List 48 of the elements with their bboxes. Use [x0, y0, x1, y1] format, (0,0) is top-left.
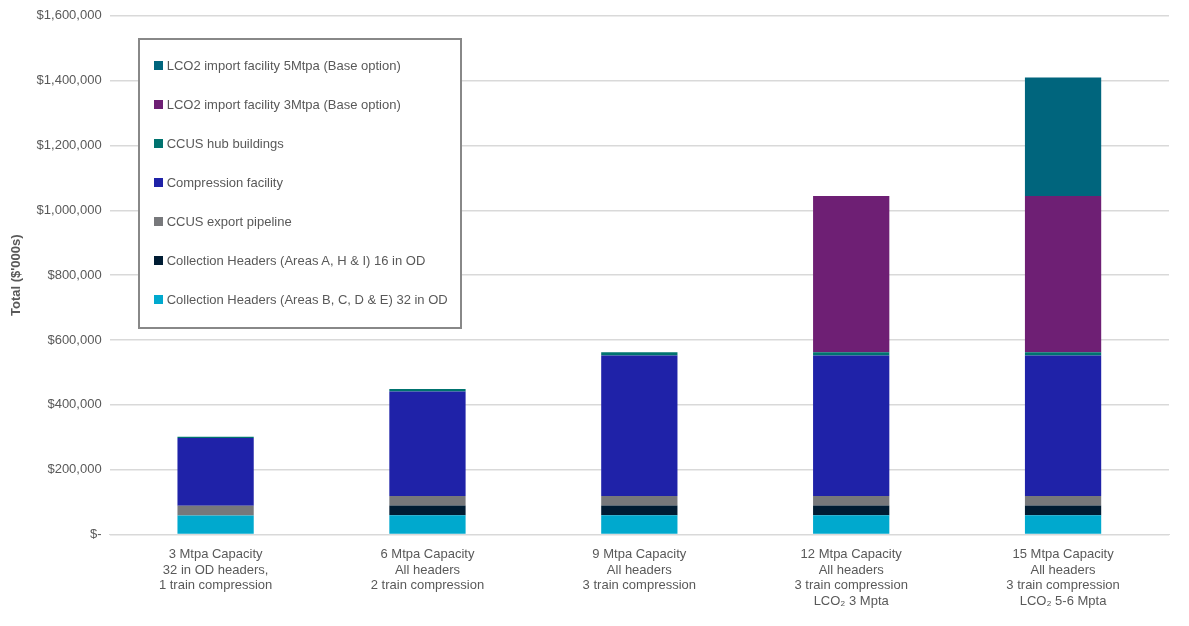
y-tick-label: $800,000 [47, 266, 102, 282]
bar [1024, 355, 1102, 497]
bar [601, 352, 678, 356]
bar [813, 355, 890, 497]
legend-label: CCUS export pipeline [166, 213, 292, 229]
y-tick-label: $- [90, 526, 102, 542]
bar [1024, 515, 1102, 534]
bar [1024, 196, 1102, 353]
legend-label: LCO2 import facility 3Mtpa (Base option) [166, 96, 401, 112]
y-tick-label: $1,000,000 [36, 201, 102, 217]
bar [389, 505, 466, 516]
legend-label: Compression facility [166, 174, 283, 190]
bar [813, 515, 890, 534]
bar [813, 496, 890, 506]
x-tick-label: 12 Mtpa Capacity All headers 3 train compression LCO₂ 3 Mpta [794, 545, 908, 608]
y-tick-label: $1,400,000 [36, 72, 102, 88]
bar [1024, 496, 1102, 506]
bar [389, 515, 466, 534]
bar [389, 391, 466, 497]
bar [601, 496, 678, 506]
legend-label: Collection Headers (Areas A, H & I) 16 in OD [166, 252, 426, 268]
y-tick-label: $200,000 [47, 461, 102, 477]
y-tick-label: $1,200,000 [36, 137, 102, 153]
x-tick-label: 3 Mtpa Capacity 32 in OD headers, 1 train compression [158, 545, 273, 593]
bar [389, 389, 466, 392]
bar [389, 496, 466, 506]
bar [813, 352, 890, 356]
x-tick-label: 6 Mtpa Capacity All headers 2 train compression [370, 545, 485, 593]
y-tick-label: $600,000 [47, 331, 102, 347]
bar [177, 505, 254, 516]
bar [1024, 352, 1102, 356]
y-axis-title: Total ($'000s) [8, 234, 24, 316]
bar [1024, 505, 1102, 516]
bar [177, 515, 254, 534]
bar [177, 437, 254, 506]
y-tick-label: $1,600,000 [36, 7, 102, 23]
bar [1024, 77, 1102, 197]
x-tick-label: 9 Mtpa Capacity All headers 3 train compression [582, 545, 697, 593]
legend-label: Collection Headers (Areas B, C, D & E) 32 in OD [166, 291, 448, 307]
x-tick-label: 15 Mtpa Capacity All headers 3 train compression LCO₂ 5-6 Mpta [1006, 545, 1120, 608]
bar [813, 196, 890, 353]
bar [601, 355, 678, 497]
legend-label: CCUS hub buildings [166, 135, 284, 151]
bar [813, 505, 890, 516]
y-tick-label: $400,000 [47, 396, 102, 412]
legend-label: LCO2 import facility 5Mtpa (Base option) [166, 57, 401, 73]
bar [601, 515, 678, 534]
bar [601, 505, 678, 516]
